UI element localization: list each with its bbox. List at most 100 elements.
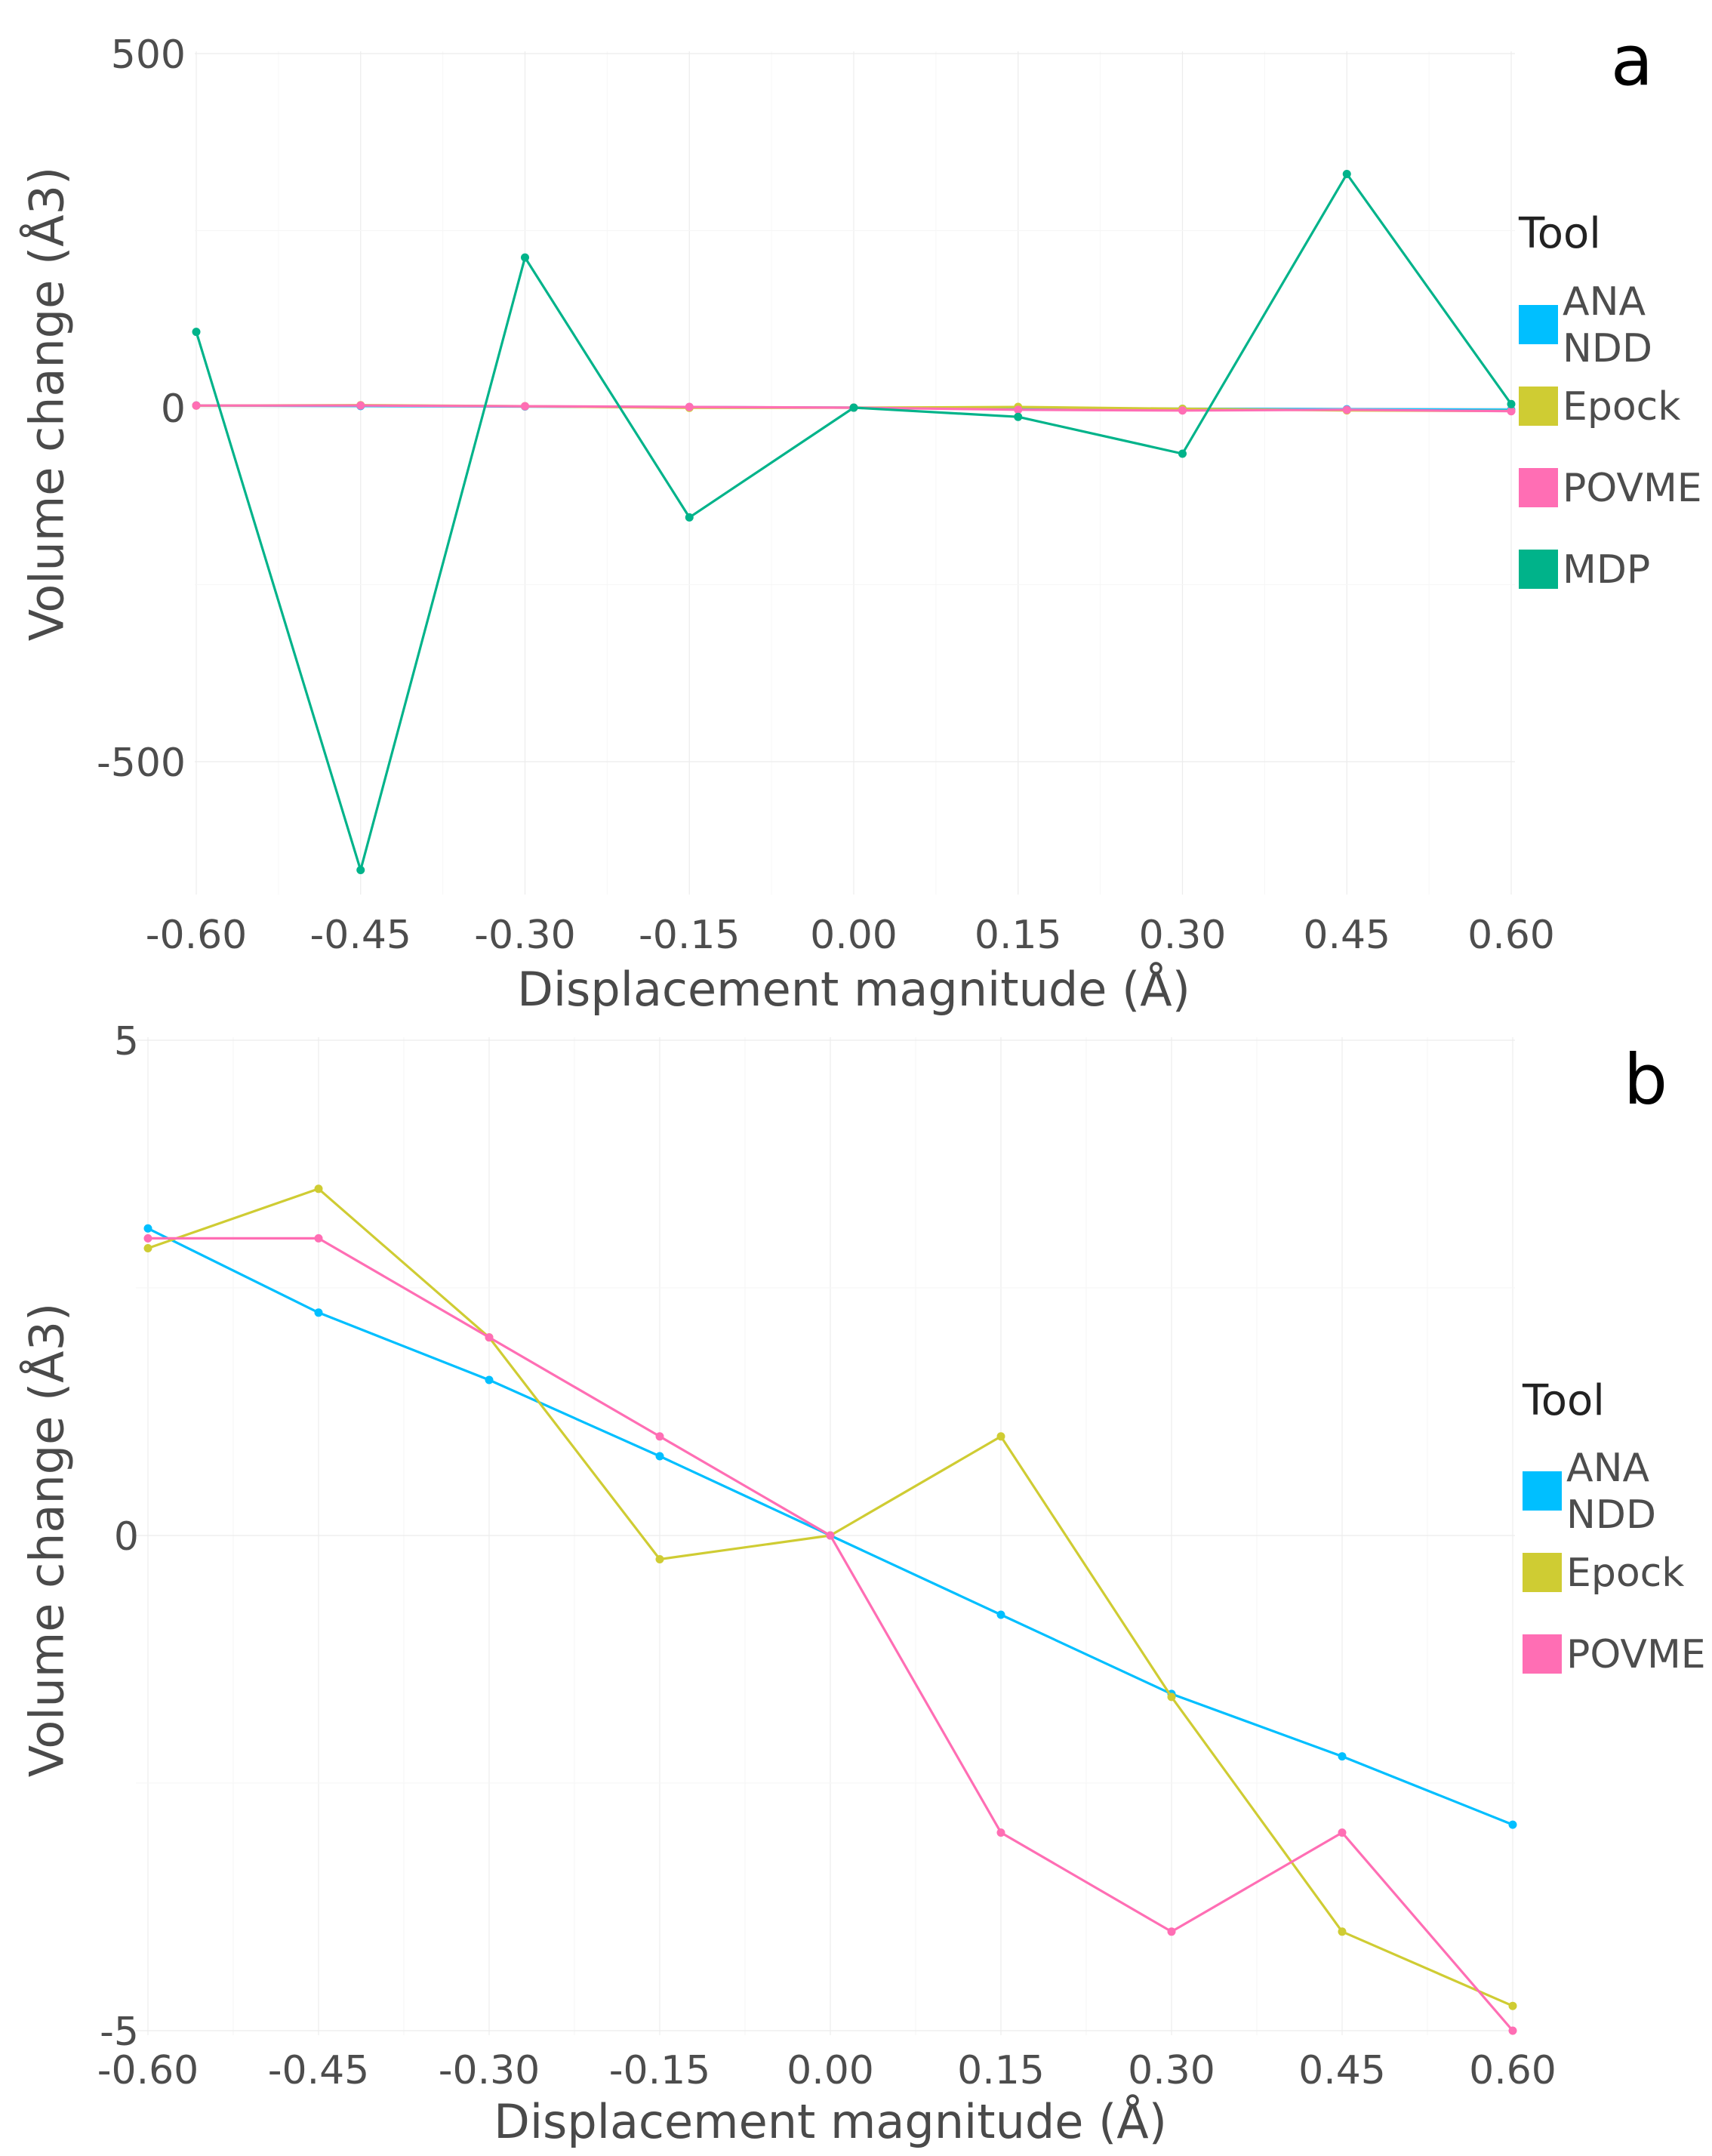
- legend-label: POVME: [1563, 466, 1702, 511]
- x-tick-label: -0.30: [439, 2048, 540, 2093]
- legend-swatch: [1519, 305, 1558, 344]
- data-point: [655, 1554, 664, 1563]
- x-tick-label: 0.30: [1128, 2048, 1215, 2093]
- x-tick-label: 0.15: [975, 913, 1062, 958]
- data-point: [1178, 406, 1187, 415]
- y-tick-label: -5: [100, 2010, 139, 2055]
- x-tick-label: 0.00: [787, 2048, 874, 2093]
- data-point: [1508, 1820, 1517, 1829]
- chart-panel-a: 500 0 -500 -0.60 -0.45 -0.30 -0.15 0.00 0.15 0.30…: [20, 20, 1702, 1017]
- data-point: [314, 1308, 323, 1317]
- legend-swatch: [1519, 550, 1558, 589]
- data-point: [1507, 407, 1516, 416]
- data-point: [143, 1224, 152, 1233]
- legend-label: ANA: [1563, 279, 1646, 325]
- y-tick-label: 0: [161, 387, 186, 432]
- panel-label: a: [1611, 20, 1653, 101]
- legend-label: ANA: [1566, 1446, 1649, 1491]
- data-point: [1338, 1927, 1347, 1936]
- legend-label: NDD: [1566, 1492, 1656, 1538]
- data-point: [1342, 405, 1351, 414]
- x-tick-label: -0.15: [609, 2048, 711, 2093]
- data-point: [996, 1610, 1005, 1619]
- legend-item: POVME: [1523, 1632, 1706, 1677]
- legend-title: Tool: [1518, 209, 1601, 258]
- y-axis-label: Volume change (Å3): [20, 167, 75, 641]
- x-tick-label: 0.60: [1467, 913, 1555, 958]
- data-point: [1508, 2001, 1517, 2010]
- x-tick-label: -0.15: [639, 913, 741, 958]
- legend-swatch: [1519, 387, 1558, 426]
- data-point: [1338, 1752, 1347, 1761]
- x-tick-label: 0.00: [810, 913, 898, 958]
- data-point: [192, 401, 201, 410]
- data-point: [1014, 412, 1023, 421]
- data-point: [826, 1531, 835, 1540]
- data-point: [1338, 1828, 1347, 1837]
- data-point: [1014, 405, 1023, 414]
- x-tick-label: -0.45: [309, 913, 411, 958]
- y-axis-label: Volume change (Å3): [20, 1303, 75, 1777]
- data-point: [1167, 1692, 1176, 1702]
- chart-panel-b: 5 0 -5-0.60 -0.45 -0.30 -0.15 0.00 0.15 0.30 0.45…: [20, 1019, 1706, 2149]
- x-tick-label: -0.30: [474, 913, 576, 958]
- data-point: [314, 1234, 323, 1243]
- x-axis-label: Displacement magnitude (Å): [494, 2094, 1167, 2149]
- data-point: [849, 403, 858, 412]
- data-point: [1508, 2026, 1517, 2035]
- legend-label: Epock: [1563, 384, 1680, 430]
- legend-swatch: [1523, 1553, 1562, 1592]
- data-point: [996, 1432, 1005, 1441]
- data-point: [655, 1452, 664, 1461]
- data-point: [685, 402, 694, 411]
- data-point: [143, 1244, 152, 1253]
- panel-label: b: [1624, 1040, 1667, 1120]
- data-point: [1507, 399, 1516, 408]
- legend-label: POVME: [1566, 1632, 1706, 1677]
- data-point: [1178, 449, 1187, 458]
- data-point: [685, 513, 694, 522]
- legend-swatch: [1523, 1471, 1562, 1511]
- x-tick-label: 0.45: [1298, 2048, 1386, 2093]
- data-point: [356, 401, 365, 410]
- y-tick-label: 0: [114, 1514, 139, 1560]
- y-tick-label: 500: [111, 32, 186, 78]
- x-tick-label: 0.60: [1469, 2048, 1557, 2093]
- legend-item: Epock: [1519, 384, 1680, 430]
- x-tick-label: 0.45: [1303, 913, 1390, 958]
- x-tick-label: -0.60: [146, 913, 248, 958]
- x-tick-label: 0.15: [957, 2048, 1045, 2093]
- x-tick-label: -0.45: [268, 2048, 370, 2093]
- legend-label: MDP: [1563, 547, 1650, 593]
- data-point: [143, 1234, 152, 1243]
- legend-swatch: [1523, 1634, 1562, 1674]
- legend-label: Epock: [1566, 1551, 1684, 1596]
- x-axis-label: Displacement magnitude (Å): [517, 962, 1190, 1017]
- data-point: [485, 1375, 494, 1384]
- data-point: [192, 328, 201, 337]
- legend-title: Tool: [1522, 1376, 1605, 1425]
- legend-swatch: [1519, 468, 1558, 507]
- legend-item: POVME: [1519, 466, 1702, 511]
- data-point: [314, 1184, 323, 1194]
- y-tick-label: -500: [97, 741, 186, 786]
- y-tick-label: 5: [114, 1019, 139, 1064]
- data-point: [521, 253, 529, 262]
- x-tick-label: 0.30: [1139, 913, 1227, 958]
- x-tick-label: -0.60: [97, 2048, 199, 2093]
- legend-item: Epock: [1523, 1551, 1684, 1596]
- legend-item: MDP: [1519, 547, 1650, 593]
- data-point: [356, 866, 365, 875]
- gridlines: [195, 51, 1515, 895]
- legend-label: NDD: [1563, 326, 1652, 371]
- data-point: [655, 1432, 664, 1441]
- series-povme: [143, 1234, 1517, 2035]
- data-point: [485, 1333, 494, 1342]
- data-point: [996, 1828, 1005, 1837]
- data-point: [1167, 1927, 1176, 1936]
